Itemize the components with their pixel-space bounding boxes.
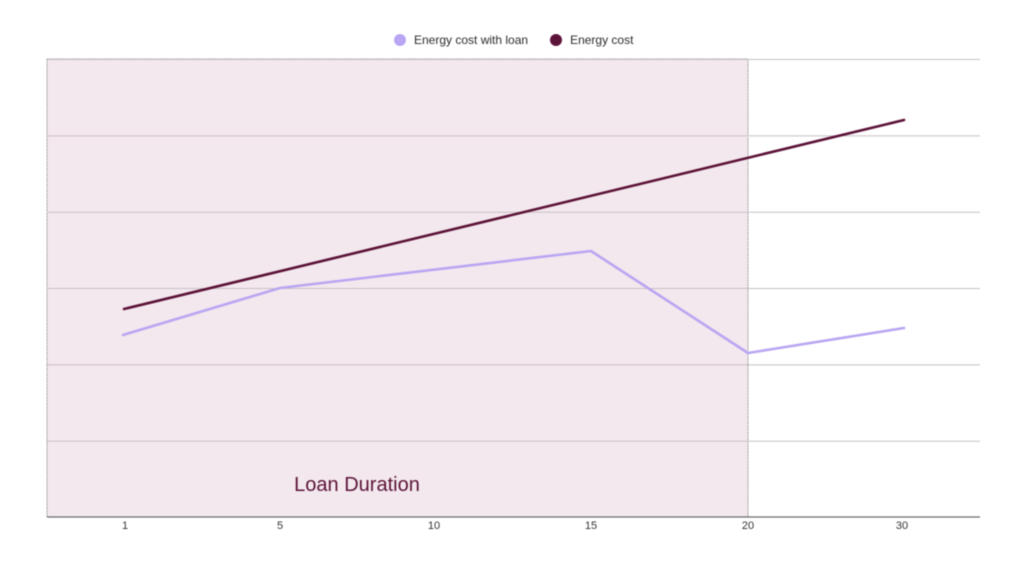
svg-text:30: 30 [896,520,908,532]
svg-text:10: 10 [428,520,440,532]
svg-text:15: 15 [585,520,597,532]
svg-text:Loan Duration: Loan Duration [294,474,420,496]
svg-text:20: 20 [742,520,754,532]
svg-text:1: 1 [122,520,128,532]
svg-text:5: 5 [277,520,283,532]
